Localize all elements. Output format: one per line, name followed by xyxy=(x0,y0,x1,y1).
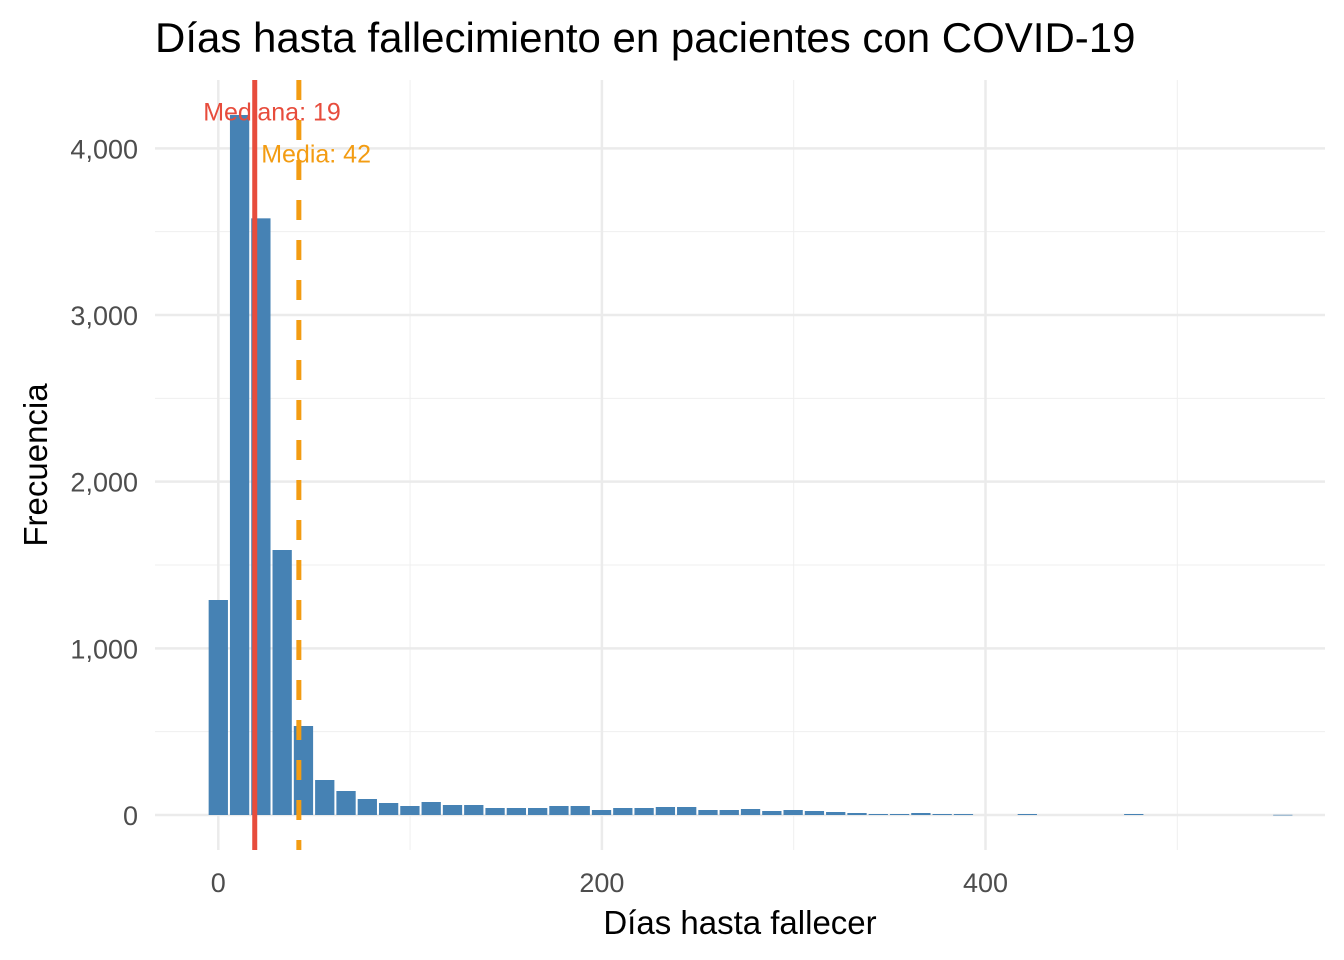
x-tick-label: 400 xyxy=(963,868,1008,898)
x-tick-label: 200 xyxy=(579,868,624,898)
histogram-bar xyxy=(613,808,633,815)
histogram-bar xyxy=(208,600,228,815)
histogram-bar xyxy=(293,726,314,815)
y-tick-label: 3,000 xyxy=(70,301,138,331)
y-tick-label: 0 xyxy=(123,801,138,831)
histogram-bar xyxy=(762,811,782,815)
reference-lines xyxy=(252,80,302,850)
histogram-bar xyxy=(464,805,484,815)
histogram-bar xyxy=(868,814,888,815)
mean-label: Media: 42 xyxy=(261,140,371,168)
x-axis-ticks: 0 200 400 xyxy=(211,868,1008,898)
histogram-bar xyxy=(1017,814,1037,815)
histogram-bar xyxy=(442,805,463,815)
histogram-bar xyxy=(804,811,825,815)
histogram-bar xyxy=(570,806,590,815)
annotations: Mediana: 19 Media: 42 xyxy=(203,98,371,168)
histogram-bar xyxy=(932,814,952,815)
histogram-bar xyxy=(719,810,739,815)
histogram-bar xyxy=(783,810,803,815)
histogram-bar xyxy=(528,808,548,815)
histogram-bar xyxy=(634,808,654,815)
histogram-bar xyxy=(889,814,910,815)
histogram-bar xyxy=(400,806,420,815)
histogram-bar xyxy=(698,810,718,815)
histogram-bar xyxy=(229,115,250,815)
grid xyxy=(155,80,1325,850)
histogram-bar xyxy=(272,550,292,815)
y-tick-label: 2,000 xyxy=(70,468,138,498)
histogram-bar xyxy=(549,806,569,815)
histogram-bar xyxy=(1124,814,1144,815)
x-tick-label: 0 xyxy=(211,868,226,898)
histogram-bar xyxy=(421,802,441,815)
x-axis-title: Días hasta fallecer xyxy=(603,904,876,941)
histogram-bar xyxy=(911,813,931,815)
histogram-bar xyxy=(485,808,505,815)
y-tick-label: 4,000 xyxy=(70,134,138,164)
histogram-bar xyxy=(740,809,761,815)
bars xyxy=(208,115,1293,816)
histogram-bar xyxy=(378,803,399,815)
histogram-bar xyxy=(336,791,356,815)
histogram-bar xyxy=(953,814,974,815)
histogram-bar xyxy=(1273,814,1293,816)
y-axis-title: Frecuencia xyxy=(17,383,54,547)
histogram-bar xyxy=(357,799,377,815)
y-tick-label: 1,000 xyxy=(70,634,138,664)
histogram-bar xyxy=(506,808,527,815)
histogram-bar xyxy=(655,807,676,815)
histogram-bar xyxy=(677,807,697,815)
histogram-bar xyxy=(826,812,846,815)
y-axis-ticks: 0 1,000 2,000 3,000 4,000 xyxy=(70,134,138,831)
histogram-bar xyxy=(315,780,335,815)
histogram-bar xyxy=(847,813,867,815)
histogram-bar xyxy=(591,810,612,815)
chart-title: Días hasta fallecimiento en pacientes co… xyxy=(155,14,1136,61)
median-label: Mediana: 19 xyxy=(203,98,341,126)
